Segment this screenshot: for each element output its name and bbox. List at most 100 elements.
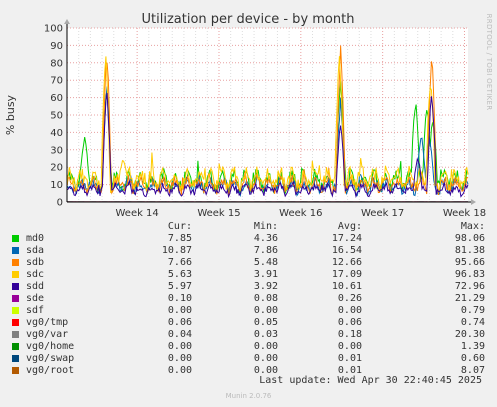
axes: Week 14 Week 15 Week 16 Week 17 Week 18 0 10 20… <box>44 19 486 219</box>
legend-swatch <box>12 259 19 266</box>
legend-swatch <box>12 343 19 350</box>
legend-swatch <box>12 247 19 254</box>
x-tick-label: Week 18 <box>443 208 486 219</box>
y-tick-label: 100 <box>44 24 63 35</box>
legend-cur: 5.63 <box>167 269 192 280</box>
legend-max: 72.96 <box>454 281 485 292</box>
x-tick-label: Week 16 <box>279 208 322 219</box>
version-label: Munin 2.0.76 <box>225 392 272 400</box>
legend-row: md0 7.85 4.36 17.24 98.06 <box>12 233 492 245</box>
series-line-sdd <box>66 93 469 199</box>
rrdtool-credit: RRDTOOL / TOBI OETIKER <box>485 14 493 111</box>
legend-swatch <box>12 319 19 326</box>
legend-min: 3.92 <box>253 281 278 292</box>
legend-swatch <box>12 367 19 374</box>
legend-avg: 0.18 <box>337 329 362 340</box>
legend-avg: 12.66 <box>331 257 362 268</box>
legend-row: vg0/var 0.04 0.03 0.18 20.30 <box>12 329 492 341</box>
y-tick-label: 70 <box>50 76 63 87</box>
legend-avg: 10.61 <box>331 281 362 292</box>
y-tick-label: 90 <box>50 41 63 52</box>
legend-series-name: sdd <box>26 281 45 292</box>
legend-max: 96.83 <box>454 269 485 280</box>
legend-min: 0.05 <box>253 317 278 328</box>
last-update: Last update: Wed Apr 30 22:40:45 2025 <box>259 375 482 386</box>
legend-swatch <box>12 331 19 338</box>
legend-cur: 0.10 <box>167 293 192 304</box>
legend-series-name: vg0/tmp <box>26 317 69 328</box>
legend-max: 1.39 <box>460 341 485 352</box>
legend-series-name: sda <box>26 245 45 256</box>
legend-min: 7.86 <box>253 245 278 256</box>
legend-series-name: sdb <box>26 257 45 268</box>
legend-series-name: sdf <box>26 305 45 316</box>
legend-series-name: vg0/root <box>26 365 75 376</box>
legend-header-max: Max: <box>460 221 485 232</box>
legend-avg: 0.06 <box>337 317 362 328</box>
legend-series-name: vg0/var <box>26 329 69 340</box>
legend-min: 0.00 <box>253 305 278 316</box>
legend-cur: 0.00 <box>167 353 192 364</box>
legend-max: 20.30 <box>454 329 485 340</box>
legend-min: 0.00 <box>253 365 278 376</box>
legend-max: 95.66 <box>454 257 485 268</box>
y-tick-label: 50 <box>50 111 63 122</box>
y-tick-label: 0 <box>57 198 63 209</box>
legend-cur: 0.06 <box>167 317 192 328</box>
legend-series-name: vg0/home <box>26 341 75 352</box>
legend-row: vg0/root 0.00 0.00 0.01 8.07 <box>12 365 492 377</box>
legend-header-cur: Cur: <box>167 221 192 232</box>
legend-header-min: Min: <box>253 221 278 232</box>
legend-max: 0.60 <box>460 353 485 364</box>
x-tick-label: Week 17 <box>361 208 404 219</box>
legend-max: 8.07 <box>460 365 485 376</box>
x-axis-arrow <box>471 199 476 205</box>
legend-row: sdb 7.66 5.48 12.66 95.66 <box>12 257 492 269</box>
legend-avg: 0.00 <box>337 305 362 316</box>
legend-cur: 0.00 <box>167 305 192 316</box>
legend-row: sdc 5.63 3.91 17.09 96.83 <box>12 269 492 281</box>
x-tick-label: Week 15 <box>197 208 240 219</box>
legend-min: 0.03 <box>253 329 278 340</box>
legend-avg: 0.00 <box>337 341 362 352</box>
legend-row: sdd 5.97 3.92 10.61 72.96 <box>12 281 492 293</box>
legend-row: vg0/swap 0.00 0.00 0.01 0.60 <box>12 353 492 365</box>
legend-min: 0.08 <box>253 293 278 304</box>
legend-row: vg0/tmp 0.06 0.05 0.06 0.74 <box>12 317 492 329</box>
legend-avg: 0.01 <box>337 353 362 364</box>
legend-cur: 7.66 <box>167 257 192 268</box>
legend-swatch <box>12 307 19 314</box>
chart-title: Utilization per device - by month <box>142 12 355 27</box>
legend-avg: 16.54 <box>331 245 362 256</box>
legend-max: 81.38 <box>454 245 485 256</box>
y-tick-label: 20 <box>50 163 63 174</box>
y-tick-label: 40 <box>50 128 63 139</box>
legend-max: 21.29 <box>454 293 485 304</box>
legend-cur: 0.04 <box>167 329 192 340</box>
y-tick-label: 30 <box>50 145 63 156</box>
legend-min: 4.36 <box>253 233 278 244</box>
legend-series-name: md0 <box>26 233 45 244</box>
legend-row: sda 10.87 7.86 16.54 81.38 <box>12 245 492 257</box>
legend-cur: 5.97 <box>167 281 192 292</box>
legend-min: 0.00 <box>253 353 278 364</box>
legend-row: vg0/home 0.00 0.00 0.00 1.39 <box>12 341 492 353</box>
legend-min: 3.91 <box>253 269 278 280</box>
legend-rows: md0 7.85 4.36 17.24 98.06 sda 10.87 7.86 16.54 81… <box>12 233 492 377</box>
legend-max: 0.74 <box>460 317 485 328</box>
legend-series-name: sde <box>26 293 45 304</box>
legend-cur: 7.85 <box>167 233 192 244</box>
legend: Cur: Min: Avg: Max: md0 7.85 4.36 17.24 98.0… <box>12 221 492 377</box>
legend-avg: 0.26 <box>337 293 362 304</box>
utilization-chart: Utilization per device - by month % busy… <box>4 12 493 219</box>
legend-swatch <box>12 235 19 242</box>
legend-min: 0.00 <box>253 341 278 352</box>
y-tick-label: 80 <box>50 58 63 69</box>
legend-cur: 0.00 <box>167 365 192 376</box>
legend-max: 98.06 <box>454 233 485 244</box>
legend-header: Cur: Min: Avg: Max: <box>12 221 492 233</box>
legend-avg: 0.01 <box>337 365 362 376</box>
legend-cur: 0.00 <box>167 341 192 352</box>
legend-swatch <box>12 271 19 278</box>
series-line-sdc <box>66 56 469 194</box>
